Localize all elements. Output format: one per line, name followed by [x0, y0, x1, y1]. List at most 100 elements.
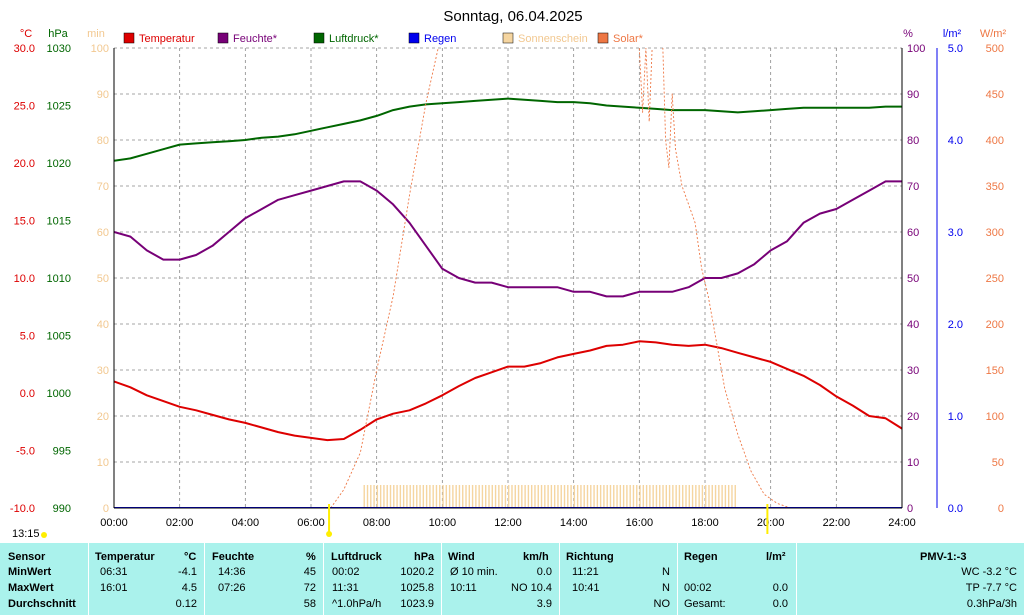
- stats-cell-pmv: TP -7.7 °C: [965, 582, 1017, 594]
- solar-unit: W/m²: [980, 28, 1007, 40]
- solar-tick: 400: [986, 135, 1004, 147]
- sunshine-bar: [455, 485, 457, 508]
- stats-cell-temp-value: -4.1: [178, 566, 197, 578]
- x-tick: 22:00: [823, 517, 851, 529]
- sunshine-bar: [462, 485, 464, 508]
- sunshine-bar: [478, 485, 480, 508]
- series-line-solar: [330, 48, 791, 508]
- sunshine-bar: [626, 485, 628, 508]
- divider: [204, 543, 205, 615]
- sunshine-bar: [386, 485, 388, 508]
- sunshine-bar: [682, 485, 684, 508]
- sunshine-bar: [616, 485, 618, 508]
- sunshine-bar: [731, 485, 733, 508]
- sunshine-bar: [550, 485, 553, 508]
- sunshine-bar: [675, 485, 677, 508]
- pressure-tick: 1010: [47, 273, 71, 285]
- sunshine-bar: [701, 485, 704, 508]
- divider: [796, 543, 797, 615]
- stats-cell-hum-time: 07:26: [218, 582, 246, 594]
- legend-swatch: [597, 32, 609, 44]
- stats-cell-press-value: 1025.8: [400, 582, 434, 594]
- pressure-tick: 990: [53, 503, 71, 515]
- sunshine-bar: [448, 485, 451, 508]
- header-temperature-unit: °C: [184, 551, 197, 563]
- sunshine-bar: [393, 485, 395, 508]
- sunshine-bar: [481, 485, 484, 508]
- sunshine-bar: [714, 485, 717, 508]
- sunshine-bar: [573, 485, 576, 508]
- divider: [323, 543, 324, 615]
- humidity-tick: 60: [907, 227, 919, 239]
- sunshine-bar: [557, 485, 559, 508]
- sunshine-bar: [636, 485, 638, 508]
- sunshine-bar: [429, 485, 431, 508]
- minutes-tick: 90: [97, 89, 109, 101]
- pressure-tick: 1015: [47, 216, 71, 228]
- x-tick: 02:00: [166, 517, 194, 529]
- solar-tick: 100: [986, 411, 1004, 423]
- sunshine-bar: [619, 485, 622, 508]
- stats-cell-rain-value: 0.0: [772, 582, 788, 594]
- x-tick: 18:00: [691, 517, 719, 529]
- stats-cell-hum-value: 58: [303, 598, 316, 610]
- sunshine-bar: [678, 485, 681, 508]
- sunshine-bar: [412, 485, 415, 508]
- sunshine-bar: [718, 485, 720, 508]
- sunshine-bar: [698, 485, 700, 508]
- stats-cell-dir-value: N: [662, 582, 670, 594]
- sunshine-bar: [609, 485, 612, 508]
- sunshine-bar: [721, 485, 723, 508]
- minutes-tick: 10: [97, 457, 109, 469]
- stats-cell-hum-value: 45: [303, 566, 316, 578]
- divider: [88, 543, 89, 615]
- sunshine-bar: [491, 485, 493, 508]
- sunshine-bar: [645, 485, 648, 508]
- legend-swatch: [313, 32, 325, 44]
- sunshine-bar: [629, 485, 631, 508]
- minutes-tick: 0: [103, 503, 109, 515]
- header-humidity-unit: %: [306, 551, 316, 563]
- stats-table: Sensor Temperatur °C Feuchte % Luftdruck…: [0, 543, 1024, 615]
- pressure-tick: 1025: [47, 101, 71, 113]
- x-tick: 12:00: [494, 517, 522, 529]
- stats-cell-wind-value: NO 10.4: [511, 582, 552, 594]
- sunshine-bar: [672, 485, 674, 508]
- sunshine-bar: [379, 485, 382, 508]
- solar-tick: 200: [986, 319, 1004, 331]
- humidity-unit: %: [903, 28, 913, 40]
- stats-cell-pmv: WC -3.2 °C: [961, 566, 1017, 578]
- x-tick: 00:00: [100, 517, 128, 529]
- temperature-tick: 30.0: [14, 43, 35, 55]
- x-tick: 06:00: [297, 517, 325, 529]
- solar-tick: 450: [986, 89, 1004, 101]
- sunshine-bar: [537, 485, 539, 508]
- stats-cell-wind-value: 0.0: [536, 566, 552, 578]
- sunshine-bar: [691, 485, 694, 508]
- sunshine-bar: [521, 485, 523, 508]
- sunshine-bar: [373, 485, 375, 508]
- sunshine-bar: [599, 485, 602, 508]
- sunshine-bar: [524, 485, 526, 508]
- stats-cell-label: MinWert: [8, 566, 52, 578]
- minutes-unit: min: [87, 28, 105, 40]
- header-temperature: Temperatur: [95, 551, 155, 563]
- sunshine-bar: [389, 485, 392, 508]
- humidity-tick: 70: [907, 181, 919, 193]
- plot-area: [114, 48, 902, 508]
- humidity-tick: 40: [907, 319, 919, 331]
- sunshine-bar: [593, 485, 595, 508]
- legend-swatch: [408, 32, 420, 44]
- legend-label: Luftdruck*: [329, 33, 379, 45]
- x-tick: 04:00: [232, 517, 260, 529]
- minutes-tick: 100: [91, 43, 109, 55]
- sunshine-bar: [494, 485, 497, 508]
- sunshine-bar: [383, 485, 385, 508]
- sunshine-bar: [544, 485, 546, 508]
- sunshine-bar: [590, 485, 592, 508]
- humidity-tick: 10: [907, 457, 919, 469]
- weather-chart: Sonntag, 06.04.2025 Temperatur Feuchte* Lu…: [10, 8, 1007, 537]
- sunshine-bar: [567, 485, 569, 508]
- sunshine-bar: [632, 485, 635, 508]
- sunshine-bar: [586, 485, 589, 508]
